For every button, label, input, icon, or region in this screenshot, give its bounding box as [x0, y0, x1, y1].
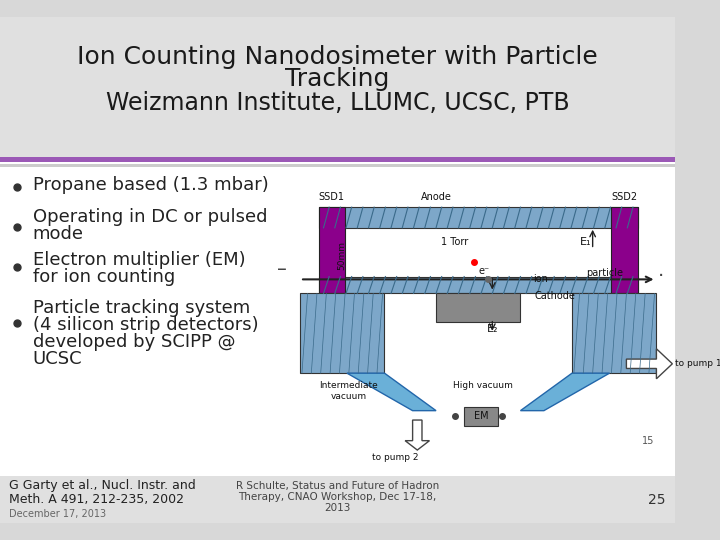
- Text: SSD2: SSD2: [611, 192, 637, 202]
- FancyBboxPatch shape: [572, 293, 657, 373]
- Text: Weizmann Institute, LLUMC, UCSC, PTB: Weizmann Institute, LLUMC, UCSC, PTB: [106, 91, 570, 115]
- FancyBboxPatch shape: [319, 207, 638, 228]
- Text: for ion counting: for ion counting: [33, 267, 175, 286]
- Text: (4 silicon strip detectors): (4 silicon strip detectors): [33, 316, 258, 334]
- Text: E₂: E₂: [487, 325, 498, 334]
- Text: Cathode: Cathode: [534, 291, 575, 301]
- FancyBboxPatch shape: [0, 158, 675, 476]
- FancyBboxPatch shape: [0, 158, 675, 162]
- Text: vacuum: vacuum: [330, 392, 367, 401]
- Text: December 17, 2013: December 17, 2013: [9, 509, 107, 519]
- Text: Propane based (1.3 mbar): Propane based (1.3 mbar): [33, 176, 269, 194]
- Text: Therapy, CNAO Workshop, Dec 17-18,: Therapy, CNAO Workshop, Dec 17-18,: [238, 492, 437, 502]
- Text: Electron multiplier (EM): Electron multiplier (EM): [33, 251, 246, 269]
- Text: Tracking: Tracking: [285, 66, 390, 91]
- Text: 2013: 2013: [325, 503, 351, 513]
- Text: Ion Counting Nanodosimeter with Particle: Ion Counting Nanodosimeter with Particle: [77, 45, 598, 69]
- Text: ion: ion: [533, 274, 547, 285]
- Text: EM: EM: [474, 411, 488, 421]
- Text: Intermediate: Intermediate: [320, 381, 378, 390]
- FancyBboxPatch shape: [464, 407, 498, 426]
- FancyBboxPatch shape: [319, 207, 345, 293]
- Text: particle: particle: [586, 268, 623, 278]
- FancyBboxPatch shape: [611, 207, 638, 293]
- Polygon shape: [521, 373, 610, 410]
- Text: R Schulte, Status and Future of Hadron: R Schulte, Status and Future of Hadron: [236, 481, 439, 491]
- Text: .: .: [658, 260, 665, 280]
- FancyBboxPatch shape: [436, 293, 521, 322]
- Text: to pump 2: to pump 2: [372, 453, 419, 462]
- Text: to pump 1: to pump 1: [675, 359, 720, 368]
- FancyBboxPatch shape: [0, 476, 675, 523]
- Polygon shape: [347, 373, 436, 410]
- Text: 50mm: 50mm: [337, 241, 346, 271]
- Text: SSD1: SSD1: [319, 192, 345, 202]
- FancyBboxPatch shape: [300, 293, 384, 373]
- Text: developed by SCIPP @: developed by SCIPP @: [33, 333, 235, 351]
- Text: mode: mode: [33, 225, 84, 244]
- Text: 15: 15: [642, 436, 654, 446]
- Text: UCSC: UCSC: [33, 350, 83, 368]
- Text: E₁: E₁: [580, 237, 591, 247]
- Polygon shape: [626, 349, 672, 379]
- Text: Anode: Anode: [420, 192, 451, 202]
- FancyBboxPatch shape: [0, 17, 675, 158]
- Text: e⁻: e⁻: [478, 266, 490, 276]
- Text: Particle tracking system: Particle tracking system: [33, 300, 250, 318]
- Text: 1 Torr: 1 Torr: [441, 237, 469, 247]
- FancyBboxPatch shape: [319, 276, 638, 293]
- Polygon shape: [405, 420, 430, 450]
- FancyBboxPatch shape: [0, 164, 675, 167]
- Text: Meth. A 491, 212-235, 2002: Meth. A 491, 212-235, 2002: [9, 493, 184, 506]
- Text: 25: 25: [648, 492, 666, 507]
- Text: Operating in DC or pulsed: Operating in DC or pulsed: [33, 208, 267, 226]
- Text: –: –: [276, 260, 287, 280]
- Text: High vacuum: High vacuum: [453, 381, 513, 390]
- Text: G Garty et al., Nucl. Instr. and: G Garty et al., Nucl. Instr. and: [9, 479, 196, 492]
